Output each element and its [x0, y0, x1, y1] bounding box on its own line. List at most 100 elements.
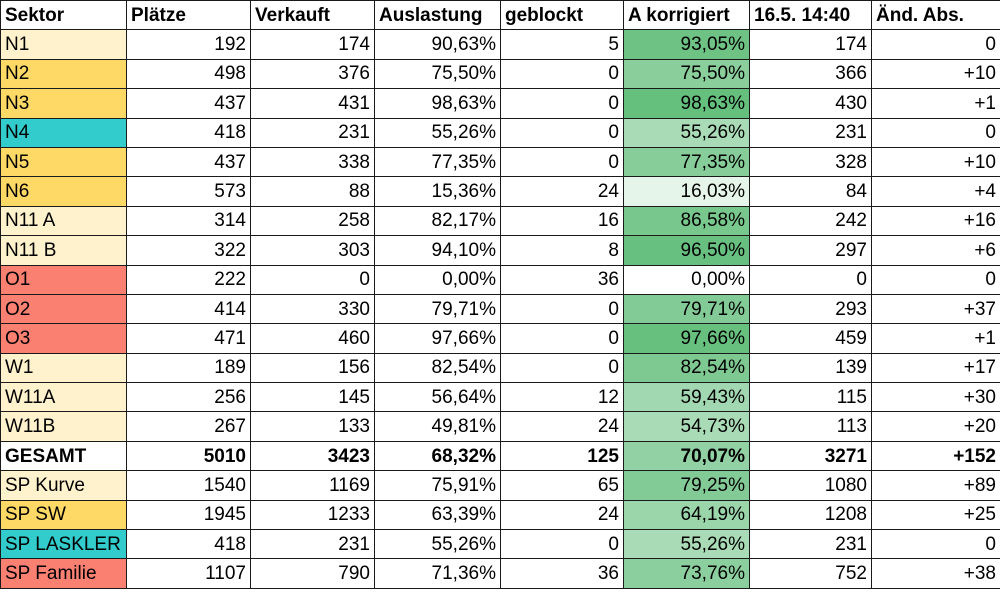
stand-cell[interactable]: 430 [749, 88, 872, 119]
sektor-cell[interactable]: SP Familie [0, 558, 127, 589]
aenderung-cell[interactable]: 0 [871, 529, 1000, 560]
a-korrigiert-cell[interactable]: 96,50% [623, 235, 750, 266]
auslastung-cell[interactable]: 49,81% [374, 411, 501, 442]
aenderung-cell[interactable]: +25 [871, 499, 1000, 531]
aenderung-cell[interactable]: +38 [871, 558, 1000, 589]
aenderung-cell[interactable]: +30 [871, 382, 1000, 413]
plaetze-cell[interactable]: 322 [126, 235, 251, 266]
stand-cell[interactable]: 366 [749, 58, 872, 90]
plaetze-cell[interactable]: 418 [126, 529, 251, 560]
a-korrigiert-cell[interactable]: 79,71% [623, 293, 750, 325]
geblockt-cell[interactable]: 0 [500, 88, 624, 119]
sektor-cell[interactable]: SP LASKLER [0, 529, 127, 560]
plaetze-cell[interactable]: 5010 [126, 440, 251, 472]
verkauft-cell[interactable]: 431 [250, 88, 375, 119]
sektor-cell[interactable]: N3 [0, 88, 127, 119]
aenderung-cell[interactable]: +20 [871, 411, 1000, 442]
header-cell-plaetze[interactable]: Plätze [126, 0, 251, 31]
geblockt-cell[interactable]: 125 [500, 440, 624, 472]
stand-cell[interactable]: 115 [749, 382, 872, 413]
verkauft-cell[interactable]: 174 [250, 29, 375, 60]
stand-cell[interactable]: 139 [749, 352, 872, 384]
aenderung-cell[interactable]: +1 [871, 323, 1000, 354]
auslastung-cell[interactable]: 97,66% [374, 323, 501, 354]
auslastung-cell[interactable]: 94,10% [374, 235, 501, 266]
plaetze-cell[interactable]: 437 [126, 88, 251, 119]
stand-cell[interactable]: 0 [749, 264, 872, 295]
verkauft-cell[interactable]: 1169 [250, 470, 375, 501]
auslastung-cell[interactable]: 79,71% [374, 293, 501, 325]
auslastung-cell[interactable]: 90,63% [374, 29, 501, 60]
header-cell-sektor[interactable]: Sektor [0, 0, 127, 31]
auslastung-cell[interactable]: 82,17% [374, 205, 501, 237]
auslastung-cell[interactable]: 63,39% [374, 499, 501, 531]
auslastung-cell[interactable]: 55,26% [374, 117, 501, 148]
sektor-cell[interactable]: N2 [0, 58, 127, 90]
a-korrigiert-cell[interactable]: 0,00% [623, 264, 750, 295]
auslastung-cell[interactable]: 75,50% [374, 58, 501, 90]
geblockt-cell[interactable]: 5 [500, 29, 624, 60]
sektor-cell[interactable]: N6 [0, 176, 127, 207]
a-korrigiert-cell[interactable]: 64,19% [623, 499, 750, 531]
aenderung-cell[interactable]: +16 [871, 205, 1000, 237]
geblockt-cell[interactable]: 65 [500, 470, 624, 501]
sektor-cell[interactable]: W1 [0, 352, 127, 384]
header-cell-verkauft[interactable]: Verkauft [250, 0, 375, 31]
verkauft-cell[interactable]: 145 [250, 382, 375, 413]
stand-cell[interactable]: 297 [749, 235, 872, 266]
geblockt-cell[interactable]: 24 [500, 499, 624, 531]
verkauft-cell[interactable]: 133 [250, 411, 375, 442]
plaetze-cell[interactable]: 418 [126, 117, 251, 148]
stand-cell[interactable]: 1080 [749, 470, 872, 501]
auslastung-cell[interactable]: 77,35% [374, 146, 501, 178]
aenderung-cell[interactable]: +4 [871, 176, 1000, 207]
verkauft-cell[interactable]: 88 [250, 176, 375, 207]
a-korrigiert-cell[interactable]: 75,50% [623, 58, 750, 90]
stand-cell[interactable]: 752 [749, 558, 872, 589]
plaetze-cell[interactable]: 414 [126, 293, 251, 325]
aenderung-cell[interactable]: +1 [871, 88, 1000, 119]
plaetze-cell[interactable]: 192 [126, 29, 251, 60]
sektor-cell[interactable]: N1 [0, 29, 127, 60]
auslastung-cell[interactable]: 71,36% [374, 558, 501, 589]
aenderung-cell[interactable]: 0 [871, 264, 1000, 295]
plaetze-cell[interactable]: 1107 [126, 558, 251, 589]
auslastung-cell[interactable]: 0,00% [374, 264, 501, 295]
plaetze-cell[interactable]: 189 [126, 352, 251, 384]
plaetze-cell[interactable]: 498 [126, 58, 251, 90]
header-cell-auslastung[interactable]: Auslastung [374, 0, 501, 31]
plaetze-cell[interactable]: 573 [126, 176, 251, 207]
a-korrigiert-cell[interactable]: 98,63% [623, 88, 750, 119]
geblockt-cell[interactable]: 24 [500, 411, 624, 442]
aenderung-cell[interactable]: +89 [871, 470, 1000, 501]
verkauft-cell[interactable]: 3423 [250, 440, 375, 472]
aenderung-cell[interactable]: 0 [871, 117, 1000, 148]
verkauft-cell[interactable]: 303 [250, 235, 375, 266]
sektor-cell[interactable]: W11B [0, 411, 127, 442]
plaetze-cell[interactable]: 1540 [126, 470, 251, 501]
header-cell-stand[interactable]: 16.5. 14:40 [749, 0, 872, 31]
aenderung-cell[interactable]: +17 [871, 352, 1000, 384]
verkauft-cell[interactable]: 330 [250, 293, 375, 325]
stand-cell[interactable]: 242 [749, 205, 872, 237]
geblockt-cell[interactable]: 0 [500, 293, 624, 325]
header-cell-aenderung[interactable]: Änd. Abs. [871, 0, 1000, 31]
stand-cell[interactable]: 174 [749, 29, 872, 60]
geblockt-cell[interactable]: 16 [500, 205, 624, 237]
stand-cell[interactable]: 113 [749, 411, 872, 442]
plaetze-cell[interactable]: 267 [126, 411, 251, 442]
verkauft-cell[interactable]: 231 [250, 117, 375, 148]
auslastung-cell[interactable]: 82,54% [374, 352, 501, 384]
geblockt-cell[interactable]: 12 [500, 382, 624, 413]
header-cell-a-korrigiert[interactable]: A korrigiert [623, 0, 750, 31]
aenderung-cell[interactable]: +37 [871, 293, 1000, 325]
a-korrigiert-cell[interactable]: 93,05% [623, 29, 750, 60]
sektor-cell[interactable]: N11 B [0, 235, 127, 266]
verkauft-cell[interactable]: 376 [250, 58, 375, 90]
verkauft-cell[interactable]: 790 [250, 558, 375, 589]
geblockt-cell[interactable]: 0 [500, 58, 624, 90]
geblockt-cell[interactable]: 24 [500, 176, 624, 207]
geblockt-cell[interactable]: 0 [500, 146, 624, 178]
a-korrigiert-cell[interactable]: 55,26% [623, 529, 750, 560]
a-korrigiert-cell[interactable]: 79,25% [623, 470, 750, 501]
